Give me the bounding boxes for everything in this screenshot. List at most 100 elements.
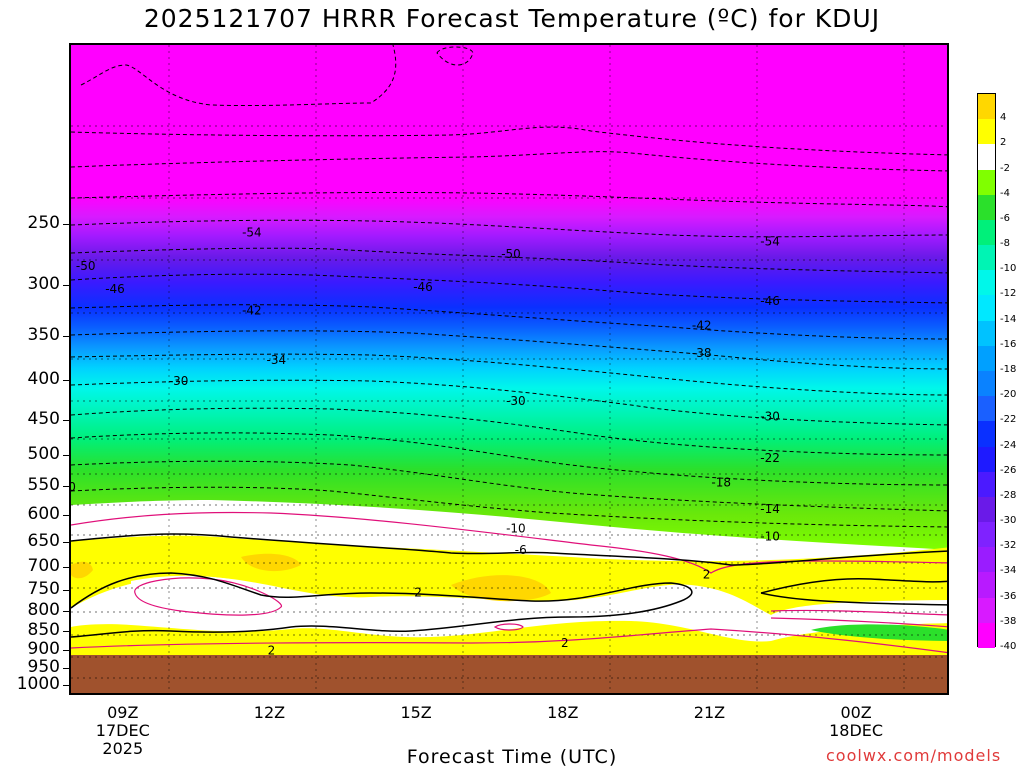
y-tick-label: 400 <box>27 369 60 390</box>
colorbar-swatch <box>978 496 995 523</box>
colorbar-label: -14 <box>1000 313 1017 325</box>
contour-label: -34 <box>267 353 287 367</box>
contour-label: -38 <box>692 346 712 360</box>
ground-fill <box>71 655 947 693</box>
y-tick-label: 250 <box>27 213 60 234</box>
y-tick-mark <box>63 284 69 286</box>
colorbar-swatch <box>978 471 995 498</box>
contour-label: -54 <box>242 226 262 240</box>
y-tick-label: 850 <box>27 620 60 641</box>
cold-pocket-1 <box>71 576 947 642</box>
colorbar-label: -2 <box>1000 162 1010 174</box>
y-tick-label: 600 <box>27 504 60 525</box>
hot-patch-3 <box>71 561 93 579</box>
x-tick-label: 21Z <box>669 704 749 722</box>
freezing-isotherms <box>71 511 947 654</box>
credit-text[interactable]: coolwx.com/models <box>826 746 1002 765</box>
contour-label: -18 <box>711 475 731 489</box>
colorbar-label: -4 <box>1000 187 1010 199</box>
y-tick-mark <box>63 224 69 226</box>
x-tick-label-line: 18Z <box>547 703 579 722</box>
colorbar-label: -6 <box>1000 212 1010 224</box>
x-tick-label-line: 17DEC <box>95 721 150 740</box>
colorbar-label: -12 <box>1000 288 1017 300</box>
contour-label: -30 <box>506 394 526 408</box>
colorbar-label: -32 <box>1000 540 1017 552</box>
x-tick-label: 12Z <box>229 704 309 722</box>
contour-label: -46 <box>760 294 780 308</box>
contour-label: -22 <box>760 451 780 465</box>
y-tick-label: 750 <box>27 578 60 599</box>
chart-title: 2025121707 HRRR Forecast Temperature (ºC… <box>143 4 881 33</box>
colorbar-swatch <box>978 522 995 548</box>
y-tick-mark <box>63 685 69 687</box>
contour-label: -54 <box>760 235 780 249</box>
colorbar-label: -40 <box>1000 641 1017 652</box>
x-tick-label-line: 00Z <box>840 703 872 722</box>
contour-label: 2 <box>703 568 711 582</box>
contour-label: -14 <box>760 502 780 516</box>
colorbar-swatch <box>978 270 995 296</box>
y-tick-mark <box>63 650 69 652</box>
contour-label: -30 <box>760 409 780 423</box>
y-tick-label: 450 <box>27 408 60 429</box>
colorbar-swatch <box>978 622 995 649</box>
colorbar-swatch <box>978 396 995 422</box>
cold-layer-fill <box>71 45 947 550</box>
contour-label: -6 <box>515 543 527 557</box>
x-tick-label-line: 09Z <box>107 703 139 722</box>
isotherm-dashed-lines <box>71 45 947 528</box>
colorbar-swatch <box>978 547 995 573</box>
colorbar-swatch <box>978 345 995 372</box>
y-tick-mark <box>63 566 69 568</box>
contour-label: -42 <box>692 318 712 332</box>
x-tick-label-line: 12Z <box>253 703 286 722</box>
colorbar-label: -38 <box>1000 615 1017 627</box>
contour-label: -10 <box>760 530 780 544</box>
colorbar-swatch <box>978 245 995 271</box>
contour-label: 2 <box>561 636 569 650</box>
y-tick-label: 300 <box>27 273 60 294</box>
colorbar-label: -8 <box>1000 238 1010 250</box>
colorbar-swatch <box>978 94 995 120</box>
cold-patch-green <box>811 624 947 641</box>
colorbar-label: -28 <box>1000 489 1017 501</box>
horizontal-gridlines <box>71 125 947 679</box>
y-tick-mark <box>63 419 69 421</box>
solid-contours <box>71 533 947 638</box>
colorbar-label: -20 <box>1000 389 1017 401</box>
x-tick-label: 00Z 18DEC <box>816 704 896 740</box>
colorbar-swatch <box>978 572 995 599</box>
x-tick-label-line: 2025 <box>102 739 144 758</box>
y-tick-mark <box>63 541 69 543</box>
y-tick-mark <box>63 610 69 612</box>
colorbar-label: 4 <box>1000 112 1007 124</box>
contour-label: 2 <box>268 644 276 658</box>
y-tick-label: 900 <box>27 639 60 660</box>
colorbar-swatch <box>978 295 995 322</box>
y-tick-mark <box>63 486 69 488</box>
contour-labels: -54 -54 -50 -50 -46 -46 -46 -42 -42 -38 -34 -30 -30 -… <box>71 226 780 658</box>
x-tick-label-line: 21Z <box>693 703 726 722</box>
hot-patch-1 <box>451 575 551 602</box>
colorbar <box>977 93 996 649</box>
colorbar-swatch <box>978 446 995 473</box>
x-tick-label: 18Z <box>523 704 603 722</box>
colorbar-swatch <box>978 169 995 196</box>
contour-label: -50 <box>76 259 96 273</box>
y-tick-label: 800 <box>27 599 60 620</box>
y-tick-mark <box>63 380 69 382</box>
y-tick-label: 550 <box>27 475 60 496</box>
y-tick-mark <box>63 336 69 338</box>
colorbar-swatch <box>978 371 995 397</box>
colorbar-swatch <box>978 194 995 221</box>
colorbar-label: -16 <box>1000 338 1017 350</box>
colorbar-label: -34 <box>1000 565 1017 577</box>
colorbar-label: -26 <box>1000 464 1017 476</box>
contour-label: -10 <box>506 522 526 536</box>
plot-area: -54 -54 -50 -50 -46 -46 -46 -42 -42 -38 -34 -30 -30 -… <box>69 43 949 695</box>
colorbar-swatch <box>978 597 995 624</box>
colorbar-label: -18 <box>1000 364 1017 375</box>
colorbar-swatch <box>978 219 995 246</box>
contour-label: -30 <box>169 374 189 388</box>
